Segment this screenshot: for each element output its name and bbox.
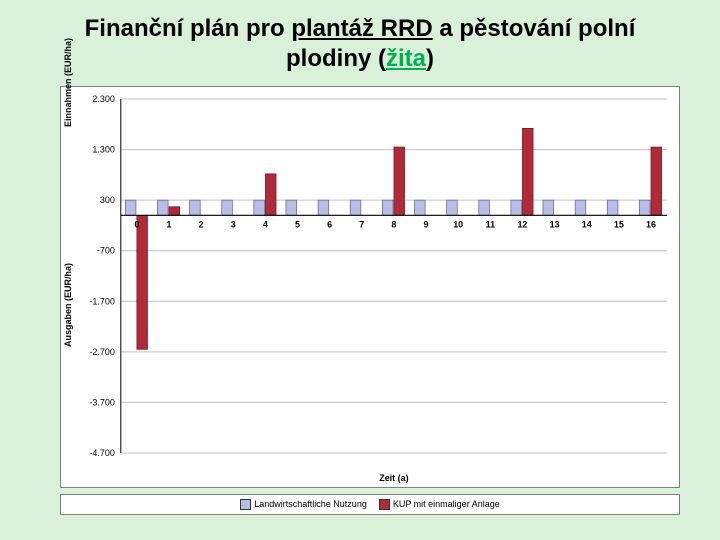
svg-text:2: 2 bbox=[199, 219, 204, 229]
svg-text:13: 13 bbox=[550, 219, 560, 229]
title-plantage: plantáž RRD bbox=[291, 15, 432, 42]
svg-text:-700: -700 bbox=[97, 246, 115, 256]
legend-item: KUP mit einmaliger Anlage bbox=[379, 499, 500, 510]
svg-text:-4.700: -4.700 bbox=[89, 448, 114, 458]
svg-text:6: 6 bbox=[327, 219, 332, 229]
svg-text:-3.700: -3.700 bbox=[89, 397, 114, 407]
svg-text:4: 4 bbox=[263, 219, 268, 229]
legend-item: Landwirtschaftliche Nutzung bbox=[240, 499, 367, 510]
svg-text:9: 9 bbox=[424, 219, 429, 229]
chart-svg: 2.300 1.300 300 -700 -1.700 -2.700 -3.700 -4.70… bbox=[61, 87, 679, 487]
title-zita: žita bbox=[386, 45, 426, 72]
legend-swatch bbox=[240, 499, 251, 510]
legend-label: KUP mit einmaliger Anlage bbox=[393, 499, 500, 509]
svg-text:-2.700: -2.700 bbox=[89, 347, 114, 357]
svg-text:0: 0 bbox=[134, 219, 139, 229]
title-post: ) bbox=[426, 45, 434, 72]
svg-text:15: 15 bbox=[614, 219, 624, 229]
svg-text:5: 5 bbox=[295, 219, 300, 229]
chart-container: Einnahmen (EUR/ha) Ausgaben (EUR/ha) 2.3… bbox=[60, 86, 680, 488]
svg-text:1.300: 1.300 bbox=[92, 145, 114, 155]
svg-text:1: 1 bbox=[167, 219, 172, 229]
svg-text:2.300: 2.300 bbox=[92, 94, 114, 104]
svg-text:-1.700: -1.700 bbox=[89, 296, 114, 306]
svg-text:16: 16 bbox=[646, 219, 656, 229]
svg-text:11: 11 bbox=[486, 219, 495, 229]
legend-swatch bbox=[379, 499, 390, 510]
svg-text:3: 3 bbox=[231, 219, 236, 229]
svg-text:300: 300 bbox=[100, 195, 115, 205]
page-title: Finanční plán pro plantáž RRD a pěstován… bbox=[0, 0, 720, 80]
y-axis-label-expense: Ausgaben (EUR/ha) bbox=[63, 263, 73, 347]
legend-label: Landwirtschaftliche Nutzung bbox=[254, 499, 367, 509]
svg-text:10: 10 bbox=[453, 219, 463, 229]
legend: Landwirtschaftliche Nutzung KUP mit einma… bbox=[60, 494, 680, 515]
title-pre: Finanční plán pro bbox=[85, 15, 292, 42]
svg-text:14: 14 bbox=[582, 219, 592, 229]
svg-text:12: 12 bbox=[517, 219, 527, 229]
svg-text:Zeit (a): Zeit (a) bbox=[379, 473, 408, 483]
svg-text:8: 8 bbox=[391, 219, 396, 229]
y-axis-label-income: Einnahmen (EUR/ha) bbox=[63, 38, 73, 127]
svg-text:7: 7 bbox=[359, 219, 364, 229]
